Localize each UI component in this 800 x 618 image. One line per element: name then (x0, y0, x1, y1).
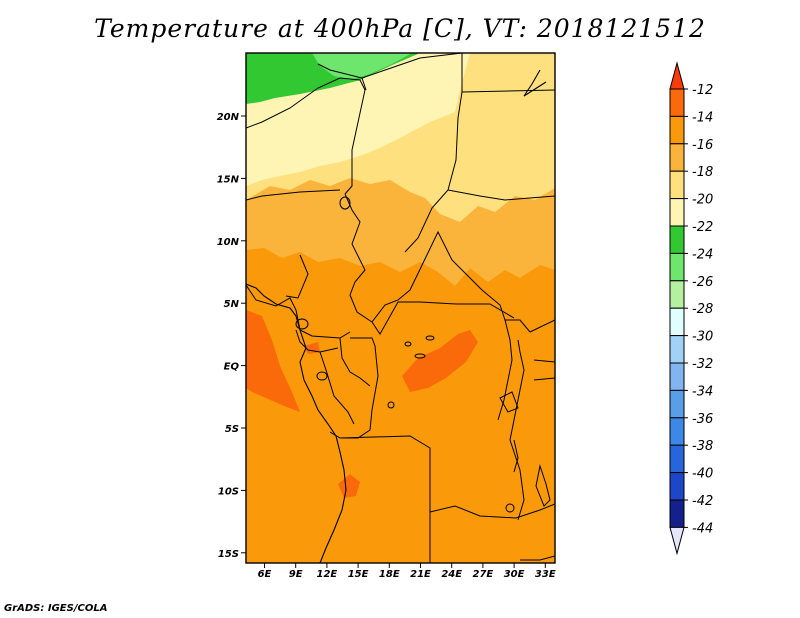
map-title: Temperature at 400hPa [C], VT: 201812151… (94, 14, 706, 43)
colorbar-label: -40 (692, 467, 713, 482)
lat-tick-label: 5N (224, 299, 240, 310)
colorbar-swatch (669, 143, 685, 172)
colorbar-label: -34 (692, 384, 713, 399)
colorbar-label: -20 (692, 193, 713, 208)
colorbar-swatch (669, 417, 685, 446)
longitude-axis: 6E 9E 12E 15E 18E 21E 24E 27E 30E 33E (258, 563, 556, 580)
colorbar-label: -24 (692, 247, 713, 262)
colorbar-label: -16 (692, 138, 713, 153)
colorbar-label: -22 (692, 220, 713, 235)
lat-tick-label: 15S (218, 549, 239, 560)
lon-tick-label: 27E (473, 569, 494, 580)
lon-tick-label: 18E (379, 569, 400, 580)
field-warm-west (246, 310, 300, 412)
colorbar-swatch (669, 170, 685, 200)
colorbar-swatch (669, 225, 685, 254)
lon-tick-label: 21E (410, 569, 431, 580)
colorbar-label: -30 (692, 330, 713, 345)
lat-tick-label: 5S (225, 424, 239, 435)
colorbar-swatch (669, 307, 685, 337)
colorbar: -12 -14 -16 -18 -20 -22 -24 -26 -28 -30 -32 -34 -36 -… (669, 61, 713, 556)
field-warm-south (338, 474, 360, 498)
colorbar-swatch (669, 115, 685, 145)
colorbar-swatch (669, 252, 685, 282)
temperature-field (246, 53, 555, 563)
colorbar-label: -14 (692, 110, 713, 125)
field-warm-center (402, 330, 478, 392)
lon-tick-label: 6E (258, 569, 272, 580)
lat-tick-label: 10N (217, 237, 240, 248)
colorbar-top-arrow (669, 61, 685, 90)
colorbar-swatch (669, 88, 685, 117)
colorbar-label: -28 (692, 302, 713, 317)
colorbar-label: -26 (692, 275, 713, 290)
colorbar-swatch (669, 280, 685, 309)
lon-tick-label: 30E (504, 569, 525, 580)
colorbar-label: -42 (692, 494, 713, 509)
colorbar-swatch (669, 198, 685, 227)
colorbar-label: -12 (692, 83, 713, 98)
lat-tick-label: 15N (217, 174, 240, 185)
colorbar-bottom-arrow (669, 526, 685, 556)
colorbar-label: -18 (692, 165, 713, 180)
lon-tick-label: 12E (317, 569, 338, 580)
colorbar-label: -36 (692, 412, 713, 427)
colorbar-swatch (669, 499, 685, 528)
colorbar-label: -32 (692, 357, 713, 372)
lon-tick-label: 15E (348, 569, 369, 580)
field-band-minus24 (312, 53, 412, 80)
lakes (295, 196, 551, 513)
lat-tick-label: 20N (217, 112, 240, 123)
lon-tick-label: 24E (441, 569, 462, 580)
latitude-axis: 20N 15N 10N 5N EQ 5S 10S 15S (217, 112, 246, 560)
colorbar-label: -38 (692, 439, 713, 454)
footer-credit: GrADS: IGES/COLA (4, 603, 108, 614)
map-frame (245, 52, 556, 564)
coastline (246, 69, 547, 563)
colorbar-swatch (669, 362, 685, 391)
lat-tick-label: EQ (224, 362, 240, 373)
lon-tick-label: 9E (289, 569, 303, 580)
colorbar-label: -44 (692, 521, 713, 536)
lon-tick-label: 33E (535, 569, 556, 580)
lat-tick-label: 10S (218, 486, 239, 497)
colorbar-swatch (669, 444, 685, 474)
colorbar-swatch (669, 335, 685, 364)
colorbar-swatch (669, 389, 685, 419)
colorbar-swatch (669, 472, 685, 501)
